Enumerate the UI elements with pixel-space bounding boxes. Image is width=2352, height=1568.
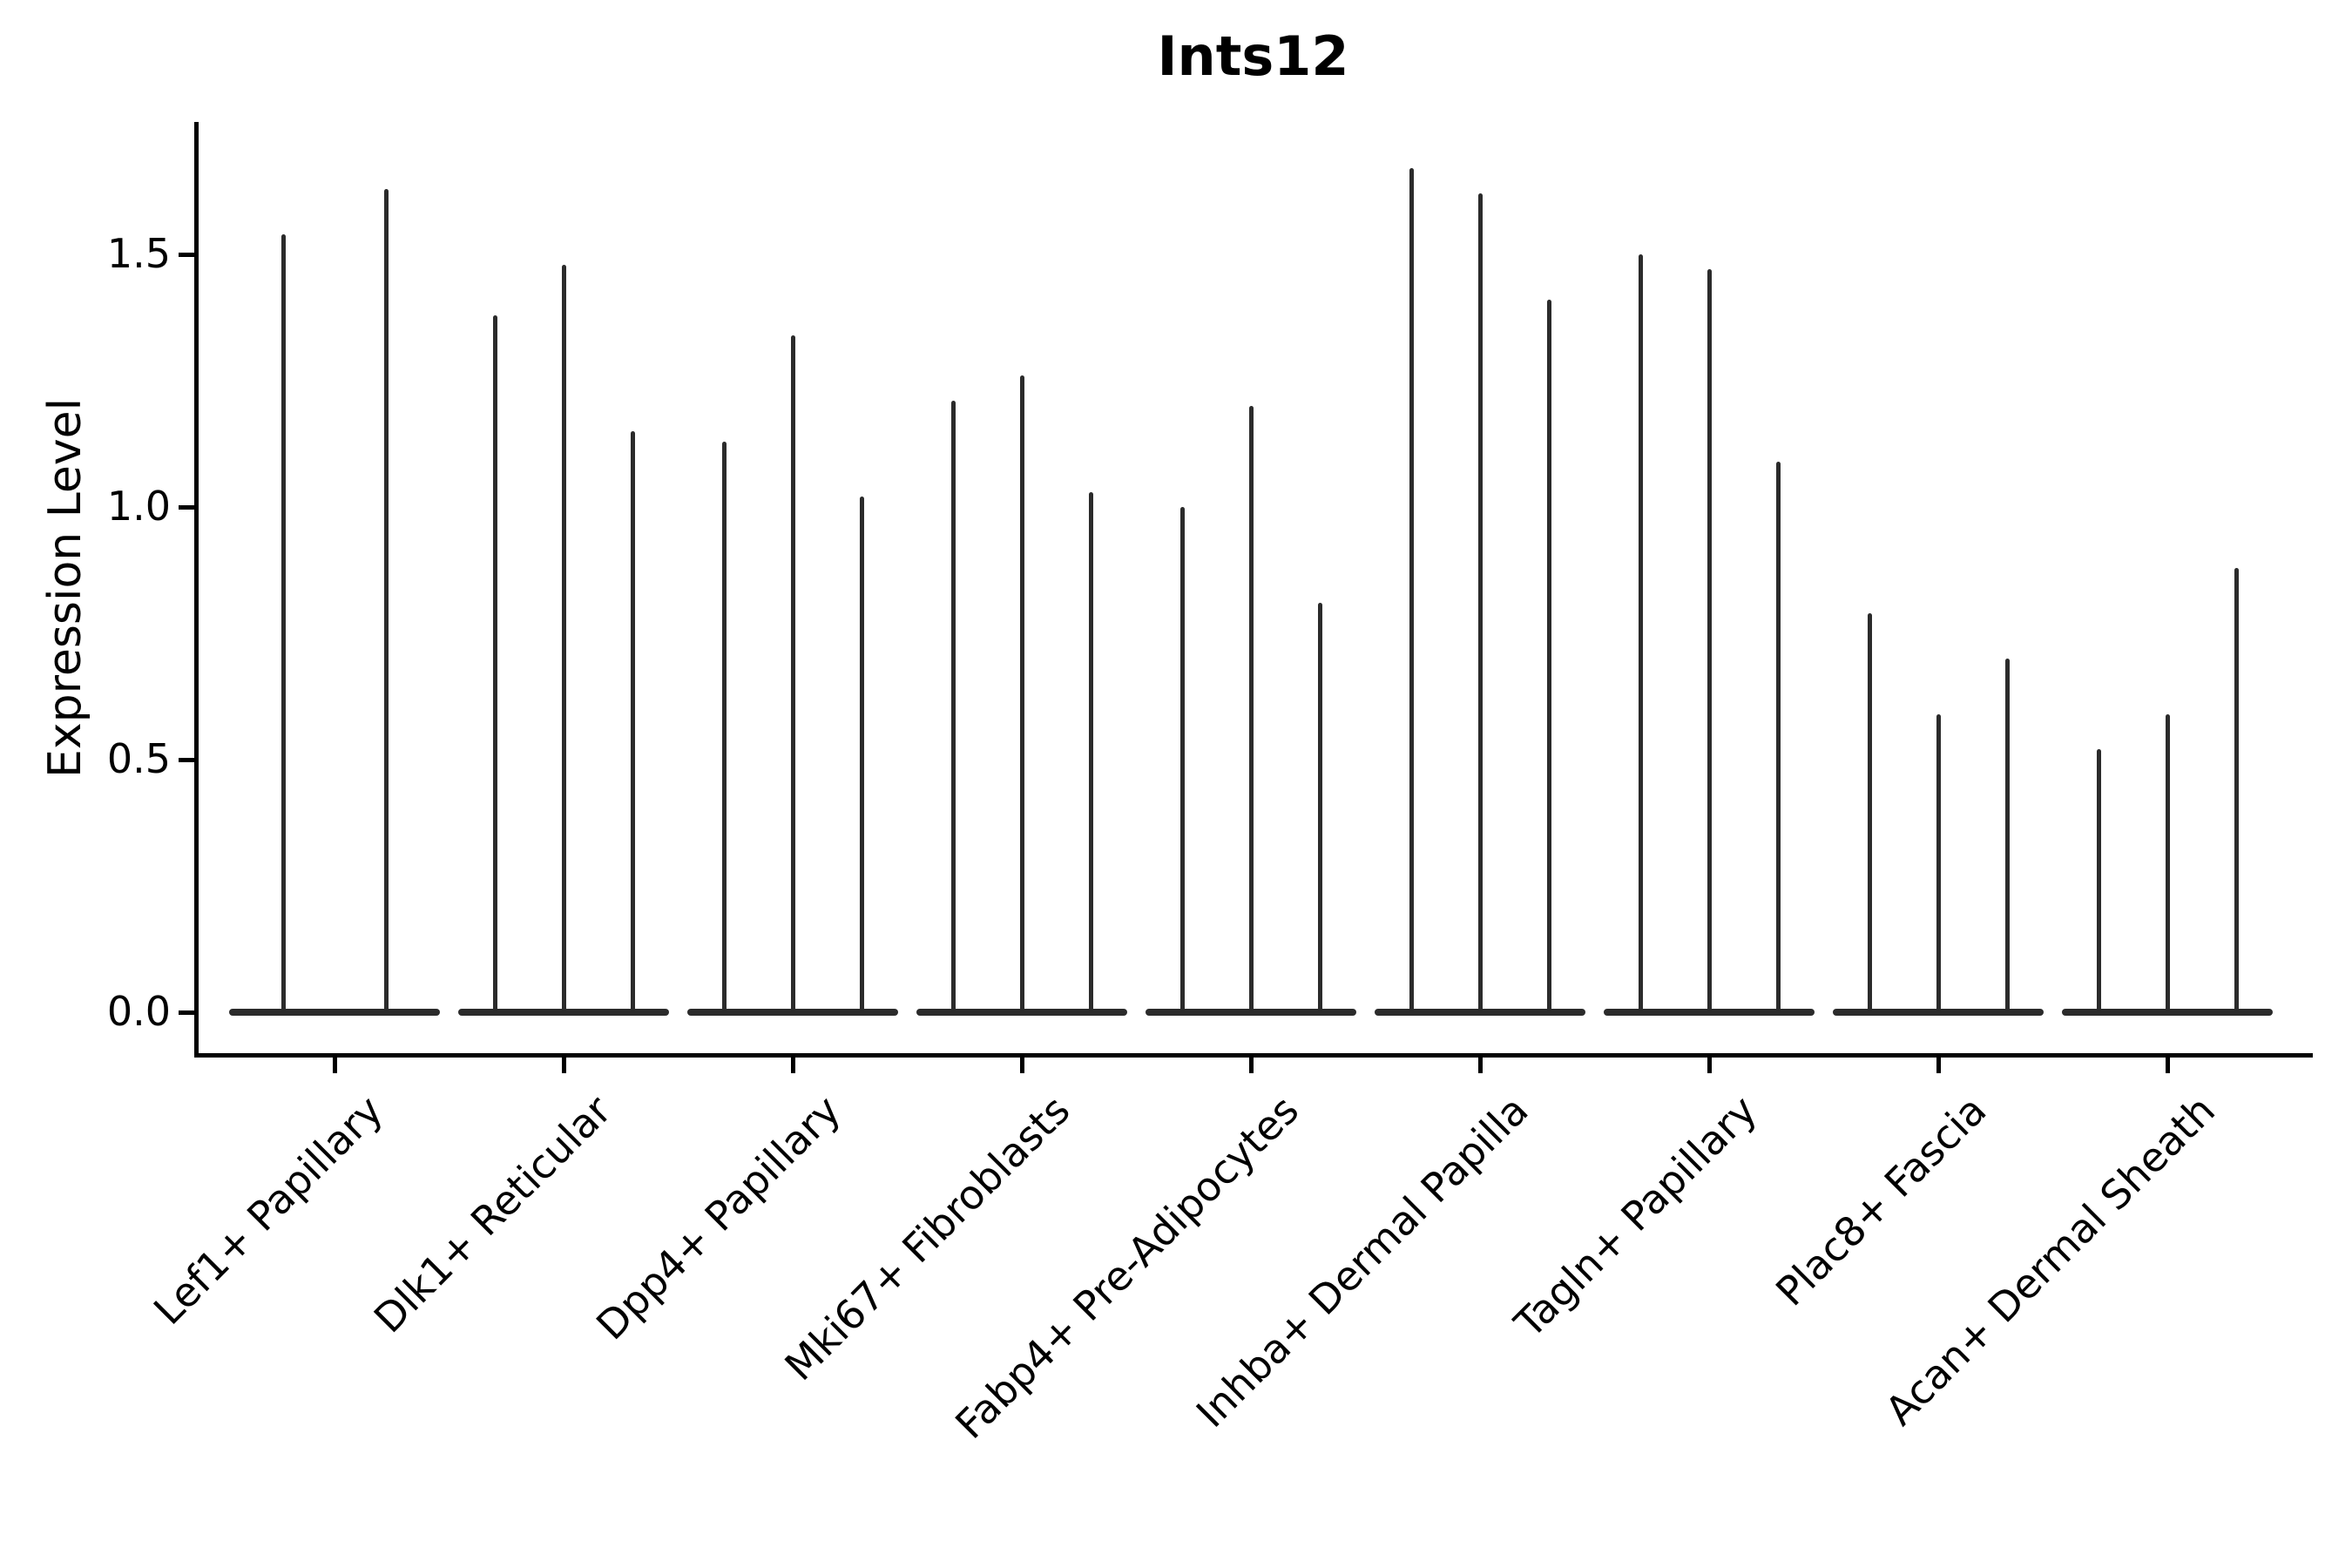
violin-spike — [384, 189, 389, 1012]
y-tick — [179, 758, 194, 762]
violin-spike — [2005, 659, 2010, 1012]
violin-spike — [631, 431, 635, 1012]
violin-spike — [791, 335, 795, 1012]
violin-spike — [1020, 375, 1024, 1012]
y-axis-spine — [194, 122, 199, 1058]
y-tick-label: 1.0 — [106, 483, 171, 530]
violin-base — [2062, 1009, 2273, 1016]
x-tick — [562, 1058, 566, 1073]
violin-base — [1604, 1009, 1815, 1016]
y-tick — [179, 1010, 194, 1015]
violin-spike — [1707, 269, 1712, 1012]
x-tick-label: Dlk1+ Reticular — [365, 1086, 621, 1342]
violin-spike — [860, 497, 864, 1012]
x-tick-label: Lef1+ Papillary — [144, 1086, 392, 1335]
violin-spike — [1478, 193, 1483, 1012]
x-tick — [1936, 1058, 1941, 1073]
x-tick — [1020, 1058, 1024, 1073]
violin-base — [916, 1009, 1127, 1016]
x-tick — [1249, 1058, 1254, 1073]
violin-base — [687, 1009, 898, 1016]
violin-spike — [1936, 714, 1941, 1012]
violin-spike — [281, 234, 286, 1012]
violin-base — [1833, 1009, 2044, 1016]
violin-spike — [722, 442, 727, 1012]
x-tick-label: Tagln+ Papillary — [1505, 1086, 1767, 1348]
plot-title: Ints12 — [1157, 24, 1349, 88]
violin-spike — [493, 315, 497, 1012]
x-tick — [2166, 1058, 2170, 1073]
violin-spike — [1547, 300, 1551, 1012]
y-tick — [179, 505, 194, 510]
y-tick-label: 0.5 — [106, 735, 171, 782]
violin-spike — [1249, 406, 1254, 1012]
violin-spike — [2234, 568, 2239, 1012]
violin-base — [1146, 1009, 1356, 1016]
x-tick-label: Dpp4+ Papillary — [587, 1086, 850, 1349]
violin-spike — [1868, 613, 1872, 1012]
x-axis-spine — [194, 1053, 2313, 1058]
violin-spike — [2166, 714, 2170, 1012]
violin-base — [458, 1009, 669, 1016]
violin-spike — [1776, 462, 1781, 1012]
x-tick — [1478, 1058, 1483, 1073]
y-tick — [179, 253, 194, 257]
x-tick — [1707, 1058, 1712, 1073]
violin-spike — [1089, 492, 1093, 1012]
y-tick-label: 0.0 — [106, 988, 171, 1035]
violin-spike — [1639, 254, 1643, 1012]
y-axis-label: Expression Level — [39, 397, 91, 778]
violin-base — [1375, 1009, 1585, 1016]
x-tick — [791, 1058, 795, 1073]
violin-spike — [2097, 749, 2101, 1012]
violin-base — [229, 1009, 440, 1016]
violin-spike — [1409, 168, 1414, 1012]
x-tick-label: Plac8+ Fascia — [1766, 1086, 1996, 1315]
x-tick — [333, 1058, 337, 1073]
violin-spike — [1318, 603, 1322, 1012]
violin-spike — [1180, 507, 1185, 1012]
y-tick-label: 1.5 — [106, 230, 171, 277]
violin-spike — [951, 401, 956, 1012]
violin-spike — [562, 265, 566, 1012]
